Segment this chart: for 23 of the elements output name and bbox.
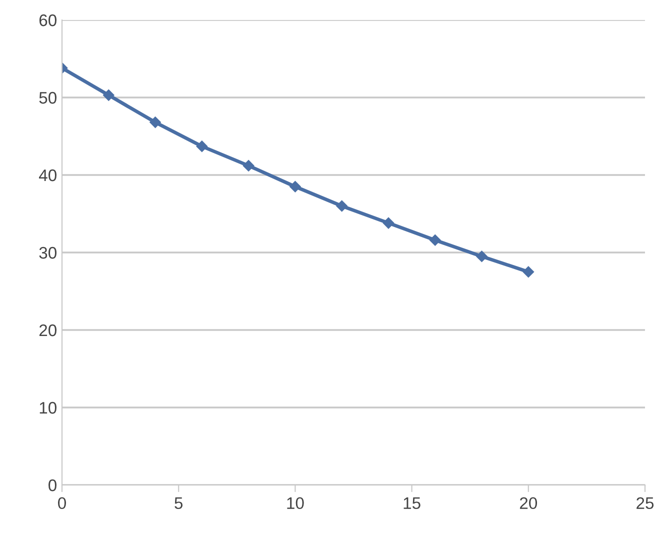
y-tick-label: 50 xyxy=(39,92,56,104)
point xyxy=(103,90,114,101)
point xyxy=(382,217,394,229)
x-tick-label: 20 xyxy=(520,497,538,510)
point xyxy=(476,250,488,262)
point xyxy=(290,181,301,192)
y-tick-label: 20 xyxy=(39,324,56,336)
y-tick-label: 60 xyxy=(39,14,56,26)
x-tick-label: 15 xyxy=(404,497,420,510)
x-tick-label: 5 xyxy=(174,497,183,510)
point xyxy=(196,140,208,152)
y-tick-label: 10 xyxy=(40,402,56,414)
point xyxy=(430,234,441,246)
x-tick-label: 10 xyxy=(287,497,304,510)
point xyxy=(522,266,534,278)
y-tick-label: 40 xyxy=(38,169,56,182)
x-tick-label: 0 xyxy=(58,497,66,510)
x-tick-label: 25 xyxy=(636,497,654,510)
point xyxy=(150,116,161,128)
y-tick-label: 30 xyxy=(39,246,56,259)
y-tick-label: 0 xyxy=(48,479,56,492)
point xyxy=(242,160,254,172)
point xyxy=(336,200,348,212)
